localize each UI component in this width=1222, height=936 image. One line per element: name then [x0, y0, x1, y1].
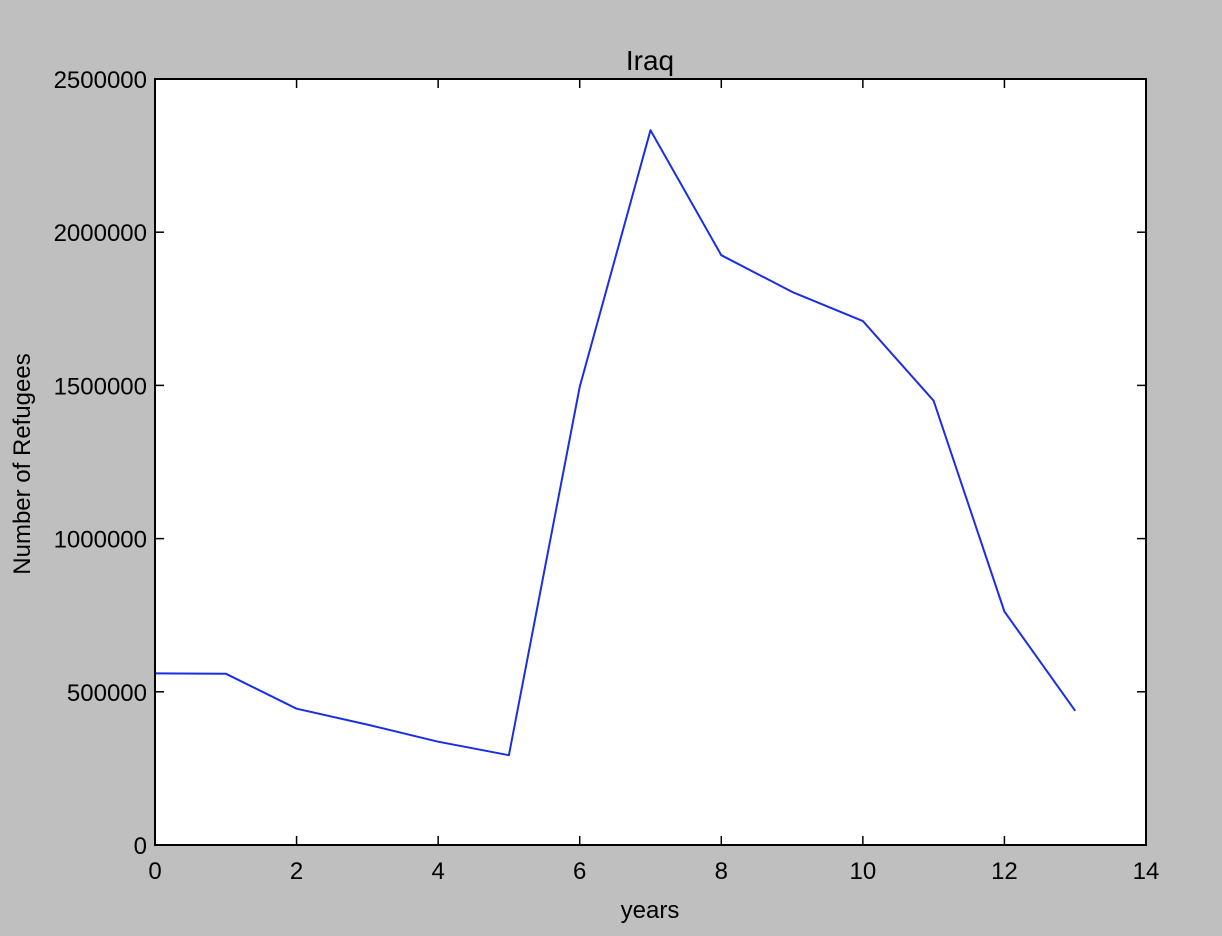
- plot-frame: [154, 78, 1147, 846]
- y-tick-label: 2000000: [54, 220, 147, 247]
- tick-label-layer: 0 2 4 6 8 10 12 14 0 500000 1000000 1500000 2000000 2…: [54, 67, 1160, 885]
- series-layer: [154, 129, 1077, 757]
- y-tick-label: 0: [134, 833, 147, 860]
- plot-area: [155, 79, 1146, 845]
- x-tick-label: 6: [573, 858, 586, 885]
- x-tick-label: 12: [991, 858, 1018, 885]
- y-tick-label: 1500000: [54, 373, 147, 400]
- y-axis-label: Number of Refugees: [9, 353, 36, 574]
- x-tick-label: 0: [148, 858, 161, 885]
- y-tick-label: 500000: [67, 680, 147, 707]
- x-tick-label: 8: [715, 858, 728, 885]
- series-line: [154, 129, 1077, 757]
- chart-title: Iraq: [626, 45, 674, 76]
- x-tick-label: 10: [850, 858, 877, 885]
- x-tick-label: 4: [431, 858, 444, 885]
- y-tick-label: 1000000: [54, 527, 147, 554]
- x-tick-label: 14: [1133, 858, 1160, 885]
- x-tick-label: 2: [290, 858, 303, 885]
- x-axis-label: years: [621, 897, 680, 924]
- y-tick-label: 2500000: [54, 67, 147, 94]
